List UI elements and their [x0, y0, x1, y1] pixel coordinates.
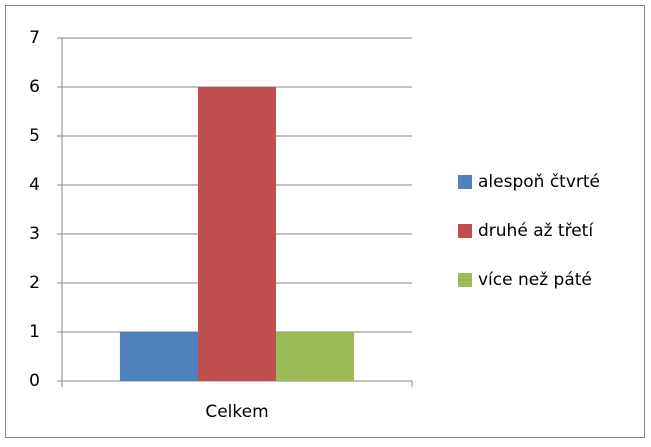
bar — [276, 332, 355, 381]
legend-swatch — [458, 175, 472, 189]
legend-label: alespoň čtvrté — [478, 172, 600, 192]
legend-swatch — [458, 273, 472, 287]
legend-label: druhé až třetí — [478, 221, 594, 241]
y-tick-label: 2 — [29, 273, 40, 293]
bar — [119, 332, 198, 381]
y-tick-label: 1 — [29, 322, 40, 342]
y-tick-label: 5 — [29, 126, 40, 146]
legend-label: více než páté — [478, 270, 592, 290]
bar — [197, 87, 277, 381]
y-tick-label: 3 — [29, 224, 40, 244]
y-tick-label: 7 — [29, 28, 40, 48]
y-tick-label: 4 — [29, 175, 40, 195]
y-tick-label: 6 — [29, 77, 40, 97]
x-tick-label: Celkem — [205, 402, 268, 422]
y-tick-label: 0 — [29, 371, 40, 391]
legend-swatch — [458, 224, 472, 238]
